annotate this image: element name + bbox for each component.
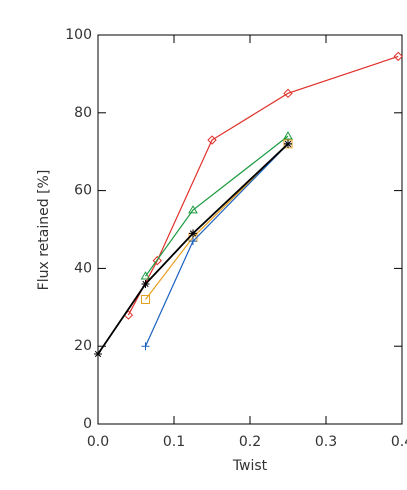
marker <box>188 205 198 214</box>
x-tick-label: 0.2 <box>239 434 261 450</box>
plot-frame <box>97 34 403 425</box>
x-tick-label: 0.1 <box>163 434 185 450</box>
y-tick-label: 0 <box>83 416 92 432</box>
marker <box>393 51 403 62</box>
marker <box>189 229 197 238</box>
marker <box>141 295 150 305</box>
y-tick-label: 40 <box>74 260 92 276</box>
marker <box>283 88 293 99</box>
marker <box>141 342 150 351</box>
series-line <box>145 135 289 277</box>
y-tick-label: 100 <box>65 27 92 43</box>
x-tick-label: 0.0 <box>87 434 109 450</box>
x-tick-label: 0.4 <box>391 434 407 450</box>
marker <box>283 131 293 140</box>
series-line <box>97 143 289 355</box>
y-tick-label: 60 <box>74 183 92 199</box>
marker <box>283 139 293 149</box>
marker <box>140 271 151 280</box>
x-axis-label: Twist <box>232 458 268 474</box>
x-tick-label: 0.3 <box>315 434 337 450</box>
y-axis-label: Flux retained [%] <box>36 170 52 291</box>
marker <box>141 279 150 288</box>
series-line <box>144 143 289 347</box>
series-line <box>127 55 399 316</box>
y-tick-label: 80 <box>74 105 92 121</box>
marker <box>207 135 217 145</box>
marker <box>94 349 102 358</box>
y-tick-label: 20 <box>74 338 92 354</box>
series-line <box>145 143 289 300</box>
marker <box>189 237 197 246</box>
marker <box>152 255 162 266</box>
marker <box>284 139 292 148</box>
